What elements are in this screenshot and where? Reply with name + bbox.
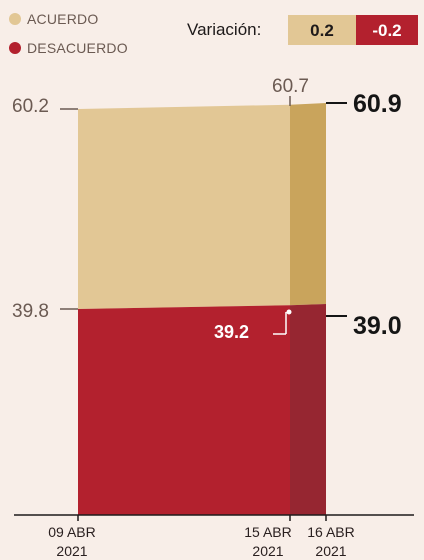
marker-disagree-mid [286,309,292,315]
variation-negative-value: -0.2 [372,21,401,40]
plot-areas [78,103,326,515]
area-agree-segment-2 [290,103,326,306]
label-disagree-start: 39.8 [12,301,49,322]
x-tick-label-date-2: 16 ABR [307,524,354,540]
x-axis-ticks: 09 ABR 2021 15 ABR 2021 16 ABR 2021 [48,515,355,559]
x-tick-label-date-1: 15 ABR [244,524,291,540]
label-agree-end: 60.9 [353,90,402,118]
x-tick-label-year-0: 2021 [56,543,87,559]
x-axis: 09 ABR 2021 15 ABR 2021 16 ABR 2021 [14,514,414,559]
legend-swatch-disagree [9,42,21,54]
legend-label-disagree: DESACUERDO [27,40,128,56]
area-disagree-segment-2 [290,304,326,515]
label-disagree-mid: 39.2 [214,322,249,342]
area-agree-segment-1 [78,104,290,309]
value-labels: 60.2 60.7 60.9 39.8 39.2 39.0 [12,76,402,342]
label-agree-mid: 60.7 [272,76,309,97]
variation-positive-bg [288,15,356,45]
x-tick-label-year-1: 2021 [252,543,283,559]
x-tick-label-year-2: 2021 [315,543,346,559]
legend: ACUERDO DESACUERDO [9,11,128,56]
legend-swatch-agree [9,13,21,25]
legend-label-agree: ACUERDO [27,11,98,27]
label-agree-start: 60.2 [12,96,49,117]
variation-label: Variación: [187,20,261,39]
x-tick-label-date-0: 09 ABR [48,524,95,540]
variation-positive-value: 0.2 [310,21,334,40]
label-disagree-end: 39.0 [353,312,402,340]
variation-negative-bg [356,15,418,45]
variation-box: Variación: 0.2 -0.2 [187,15,418,45]
area-disagree-segment-1 [78,305,290,515]
